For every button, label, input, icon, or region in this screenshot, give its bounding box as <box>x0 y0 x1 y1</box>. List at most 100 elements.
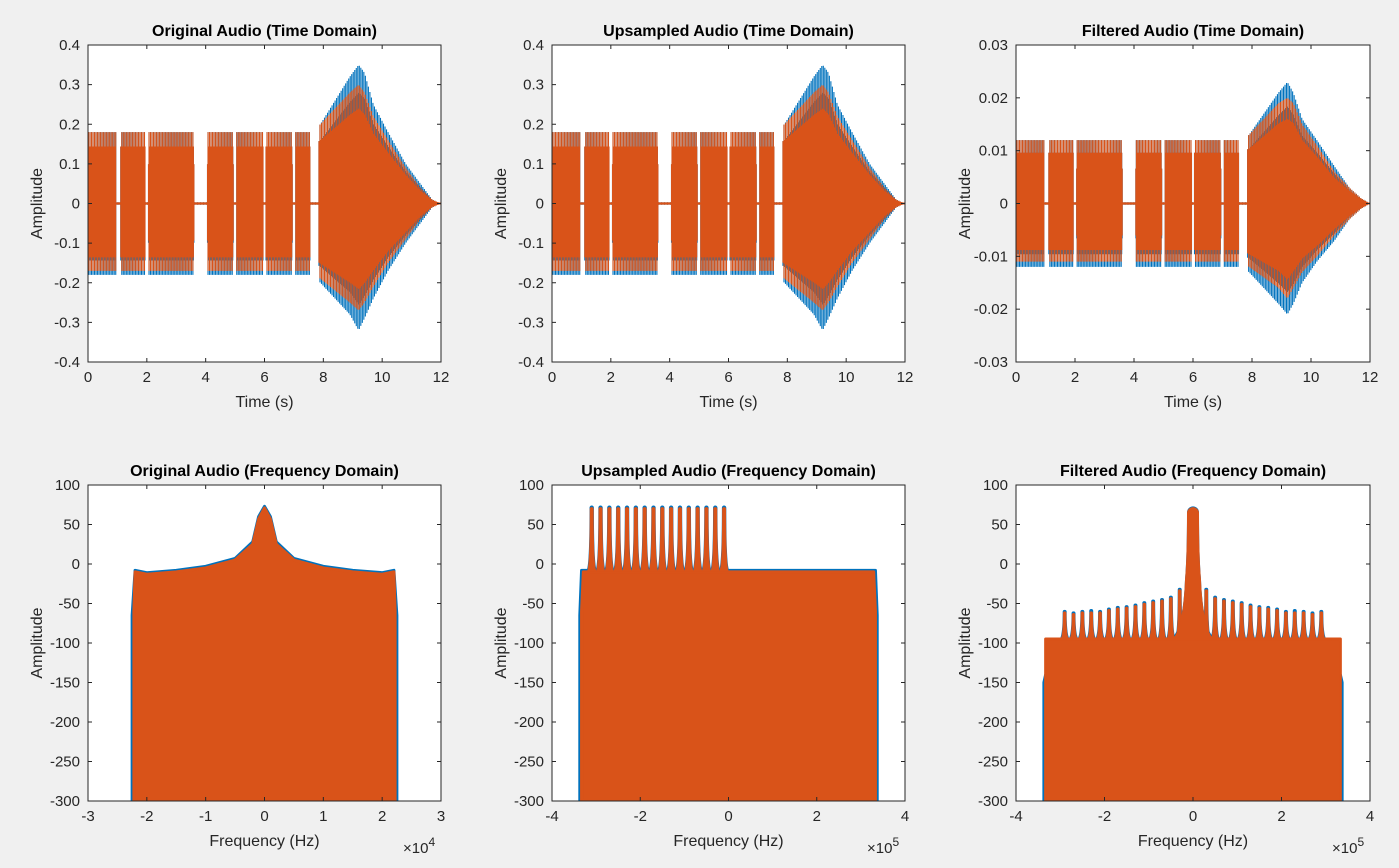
x-tick-label: 3 <box>437 808 445 825</box>
series-2-peak <box>1281 611 1291 641</box>
y-tick-label: 100 <box>519 477 544 494</box>
series-2-peak <box>1059 611 1070 641</box>
x-tick-label: 12 <box>897 369 914 386</box>
y-tick-label: -250 <box>978 754 1008 771</box>
y-tick-label: 50 <box>63 517 80 534</box>
x-tick-label: 12 <box>1362 369 1379 386</box>
chart-title: Original Audio (Frequency Domain) <box>130 463 399 480</box>
y-tick-label: 0.4 <box>59 37 80 54</box>
y-tick-label: 0.1 <box>59 156 80 173</box>
x-tick-label: 2 <box>813 808 821 825</box>
chart-title: Original Audio (Time Domain) <box>152 23 377 40</box>
y-tick-label: -0.4 <box>54 354 80 371</box>
y-tick-label: -0.2 <box>518 275 544 292</box>
series-2-peak <box>666 507 677 572</box>
x-tick-label: 0 <box>84 369 92 386</box>
x-tick-label: -1 <box>199 808 212 825</box>
y-tick-label: 0 <box>1000 196 1008 213</box>
y-tick-label: 0.2 <box>59 116 80 133</box>
series-2-spectrum <box>132 506 397 801</box>
data-layer <box>130 504 399 801</box>
x-tick-label: 0 <box>1012 369 1020 386</box>
x-axis-exponent: ×105 <box>1332 835 1364 857</box>
x-axis-label: Time (s) <box>235 394 293 411</box>
y-tick-label: 0 <box>536 196 544 213</box>
y-tick-label: -0.1 <box>518 235 544 252</box>
y-tick-label: -100 <box>978 635 1008 652</box>
y-tick-label: -250 <box>514 754 544 771</box>
y-tick-label: 0.02 <box>979 90 1008 107</box>
y-axis-label: Amplitude <box>957 168 974 239</box>
x-tick-label: 2 <box>1277 808 1285 825</box>
series-2-peak <box>1148 601 1158 641</box>
x-axis-exponent: ×104 <box>403 835 435 857</box>
x-tick-label: -2 <box>634 808 647 825</box>
series-2-peak <box>719 507 730 572</box>
series-2-peak <box>1307 612 1318 641</box>
series-2-peak <box>1157 599 1167 641</box>
subplot-1: 0 2 4 6 8 10 12 -0.4 -0.3 -0.2 -0.1 0 0.1 0.2 0.3 0.4 Or… <box>29 23 449 411</box>
y-tick-label: 0 <box>1000 556 1008 573</box>
y-axis-label: Amplitude <box>493 168 510 239</box>
y-tick-label: -0.3 <box>54 314 80 331</box>
x-tick-label: -4 <box>545 808 558 825</box>
y-tick-label: -300 <box>978 793 1008 810</box>
x-tick-label: -4 <box>1009 808 1022 825</box>
series-2-peak <box>1210 597 1220 641</box>
y-tick-label: -200 <box>514 714 544 731</box>
y-axis-label: Amplitude <box>29 607 46 678</box>
y-tick-label: 0.4 <box>523 37 544 54</box>
data-layer <box>552 65 905 329</box>
series-2-peak <box>1095 611 1105 641</box>
y-tick-label: -150 <box>514 675 544 692</box>
x-tick-label: 1 <box>319 808 327 825</box>
series-2-peak <box>1219 599 1229 641</box>
data-layer <box>578 505 879 801</box>
y-tick-label: 100 <box>55 477 80 494</box>
series-2-peak <box>1113 607 1123 641</box>
y-tick-label: -50 <box>986 596 1008 613</box>
x-axis-label: Frequency (Hz) <box>209 833 319 850</box>
y-tick-label: -0.2 <box>54 275 80 292</box>
y-tick-label: 0.2 <box>523 116 544 133</box>
y-tick-label: 0.3 <box>59 77 80 94</box>
series-2-peak <box>1290 611 1300 641</box>
series-2-band <box>580 570 877 801</box>
series-2-peak <box>1077 611 1088 641</box>
series-2-inner-band <box>1046 640 1340 801</box>
series-2-peak <box>1086 611 1096 641</box>
x-tick-label: 2 <box>143 369 151 386</box>
series-2-peak <box>1325 638 1335 641</box>
series-2-peak <box>1228 601 1238 641</box>
subplot-4: -3 -2 -1 0 1 2 3 -300 -250 -200 -150 -100 -50 0 50 100 O… <box>29 463 445 857</box>
series-2-peak <box>657 507 668 572</box>
y-tick-label: -250 <box>50 754 80 771</box>
series-2-peak <box>604 507 615 572</box>
chart-title: Filtered Audio (Time Domain) <box>1082 23 1304 40</box>
series-2-peak <box>630 507 641 572</box>
series-2-peak <box>710 507 721 572</box>
y-tick-label: -300 <box>514 793 544 810</box>
series-2-peak <box>1254 606 1265 641</box>
subplot-3: 0 2 4 6 8 10 12 -0.03 -0.02 -0.01 0 0.01 0.02 0.03 Fil… <box>957 23 1378 411</box>
x-tick-label: 0 <box>548 369 556 386</box>
y-tick-label: 0 <box>72 556 80 573</box>
series-2-peak <box>622 507 632 572</box>
y-tick-label: -200 <box>978 714 1008 731</box>
series-2-peak <box>1298 611 1309 641</box>
x-tick-label: 4 <box>201 369 209 386</box>
series-2-peak <box>595 507 606 572</box>
y-axis-label: Amplitude <box>493 607 510 678</box>
y-tick-label: -0.03 <box>974 354 1008 371</box>
x-tick-label: -2 <box>1098 808 1111 825</box>
x-tick-label: 4 <box>901 808 909 825</box>
chart-title: Upsampled Audio (Time Domain) <box>603 23 854 40</box>
data-layer <box>88 65 441 329</box>
series-2-peak <box>1272 609 1282 641</box>
x-tick-label: 6 <box>1189 369 1197 386</box>
series-2-peak <box>1236 602 1247 641</box>
series-2-peak <box>1051 638 1061 641</box>
series-2-peak <box>1068 612 1079 641</box>
series-2-peak <box>613 507 624 572</box>
subplot-5: -4 -2 0 2 4 -300 -250 -200 -150 -100 -50 0 50 100 Upsa… <box>493 463 909 857</box>
